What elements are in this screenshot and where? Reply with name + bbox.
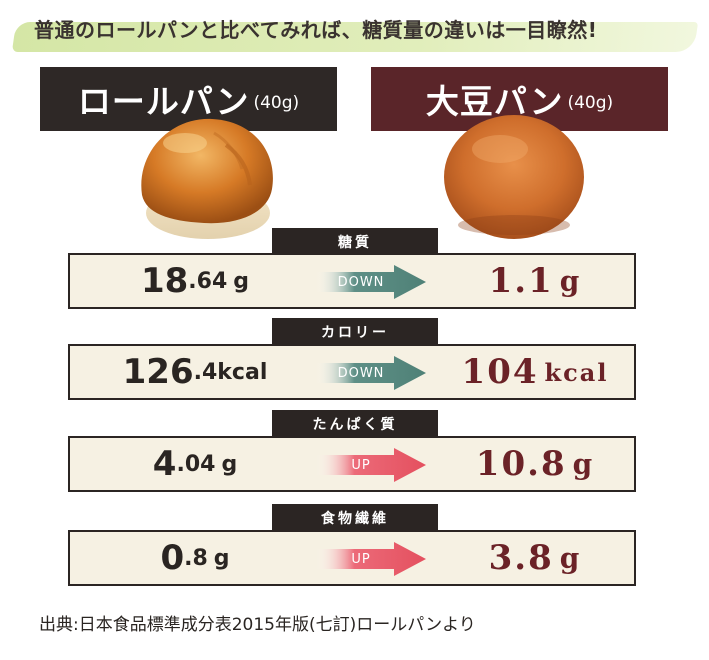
roll-value: 0.8 g xyxy=(160,538,230,578)
comparison-row-fiber: 0.8 g UP 3.8 g xyxy=(68,530,636,586)
soy-value: 104 kcal xyxy=(461,352,609,392)
soy-value: 3.8 g xyxy=(488,538,582,578)
soy-value: 10.8 g xyxy=(475,444,595,484)
roll-bread-image xyxy=(141,118,273,239)
comparison-row-calories: 126.4 kcal DOWN 104 kcal xyxy=(68,344,636,400)
up-arrow-icon xyxy=(316,448,426,482)
source-citation: 出典:日本食品標準成分表2015年版(七訂)ロールパンより xyxy=(39,615,476,635)
headline-banner: 普通のロールパンと比べてみれば、糖質量の違いは一目瞭然! xyxy=(11,8,699,54)
roll-bread-name: ロールパン xyxy=(77,82,250,121)
down-arrow-icon xyxy=(316,265,426,299)
down-arrow-icon xyxy=(316,356,426,390)
category-tab-carbs: 糖質 xyxy=(272,228,438,255)
soy-bread-image xyxy=(444,115,584,239)
comparison-row-carbs: 18.64 g DOWN 1.1 g xyxy=(68,253,636,309)
soy-bread-name: 大豆パン xyxy=(425,82,564,121)
headline-text: 普通のロールパンと比べてみれば、糖質量の違いは一目瞭然! xyxy=(34,18,598,42)
category-tab-calories: カロリー xyxy=(272,318,438,345)
soy-bread-weight: (40g) xyxy=(567,93,614,113)
category-tab-protein: たんぱく質 xyxy=(272,410,438,437)
category-tab-fiber: 食物繊維 xyxy=(272,504,438,531)
soy-bread-header: 大豆パン (40g) xyxy=(371,67,668,131)
roll-value: 4.04 g xyxy=(152,444,238,484)
soy-value: 1.1 g xyxy=(488,261,582,301)
roll-bread-header: ロールパン (40g) xyxy=(40,67,337,131)
roll-bread-weight: (40g) xyxy=(253,93,300,113)
roll-value: 18.64 g xyxy=(140,261,250,301)
up-arrow-icon xyxy=(316,542,426,576)
comparison-row-protein: 4.04 g UP 10.8 g xyxy=(68,436,636,492)
roll-value: 126.4 kcal xyxy=(122,352,268,392)
